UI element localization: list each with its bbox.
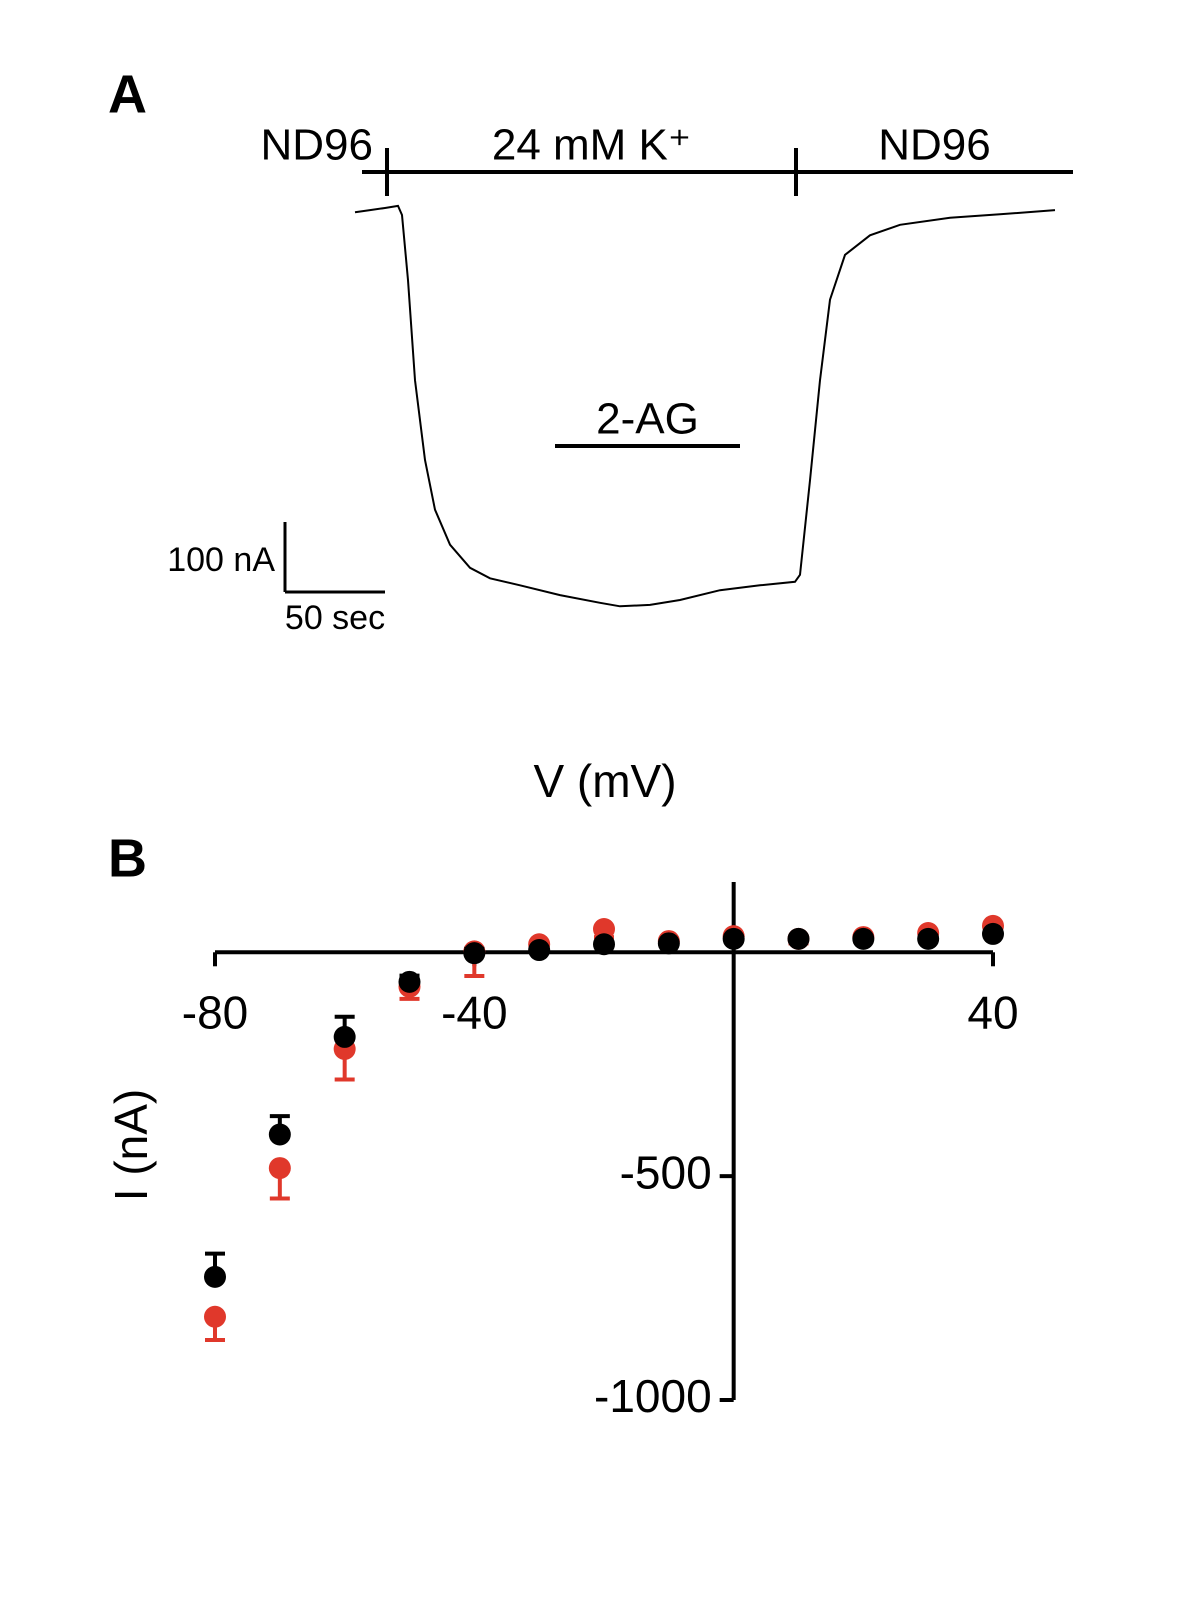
y-axis-label: I (nA) bbox=[105, 1089, 157, 1201]
data-point bbox=[722, 927, 745, 950]
data-point bbox=[268, 1157, 291, 1180]
scale-label: 100 nA bbox=[167, 541, 275, 579]
data-point bbox=[593, 918, 615, 941]
solution-label: ND96 bbox=[878, 121, 991, 170]
data-point bbox=[528, 939, 551, 962]
data-point bbox=[852, 927, 875, 950]
data-point bbox=[463, 942, 486, 965]
x-tick-label: 40 bbox=[967, 986, 1018, 1038]
data-point bbox=[333, 1025, 356, 1048]
data-point bbox=[398, 970, 421, 993]
data-point bbox=[593, 933, 615, 956]
scale-label: 50 sec bbox=[285, 599, 385, 637]
y-tick-label: -500 bbox=[620, 1146, 712, 1198]
panel-label: B bbox=[108, 828, 147, 888]
data-point bbox=[982, 922, 1004, 945]
x-tick-label: -40 bbox=[441, 986, 507, 1038]
data-point bbox=[268, 1123, 291, 1146]
solution-label: 24 mM K⁺ bbox=[492, 121, 691, 170]
data-point bbox=[204, 1265, 226, 1288]
x-axis-label: V (mV) bbox=[533, 755, 676, 807]
solution-label: ND96 bbox=[261, 121, 374, 170]
current-trace bbox=[354, 204, 1056, 608]
treatment-label: 2-AG bbox=[596, 395, 699, 444]
data-point bbox=[917, 927, 940, 950]
data-point bbox=[657, 932, 680, 955]
y-tick-label: -1000 bbox=[594, 1370, 712, 1422]
panel-label: A bbox=[108, 64, 147, 124]
data-point bbox=[787, 927, 810, 950]
x-tick-label: -80 bbox=[182, 986, 248, 1038]
data-point bbox=[204, 1305, 226, 1328]
